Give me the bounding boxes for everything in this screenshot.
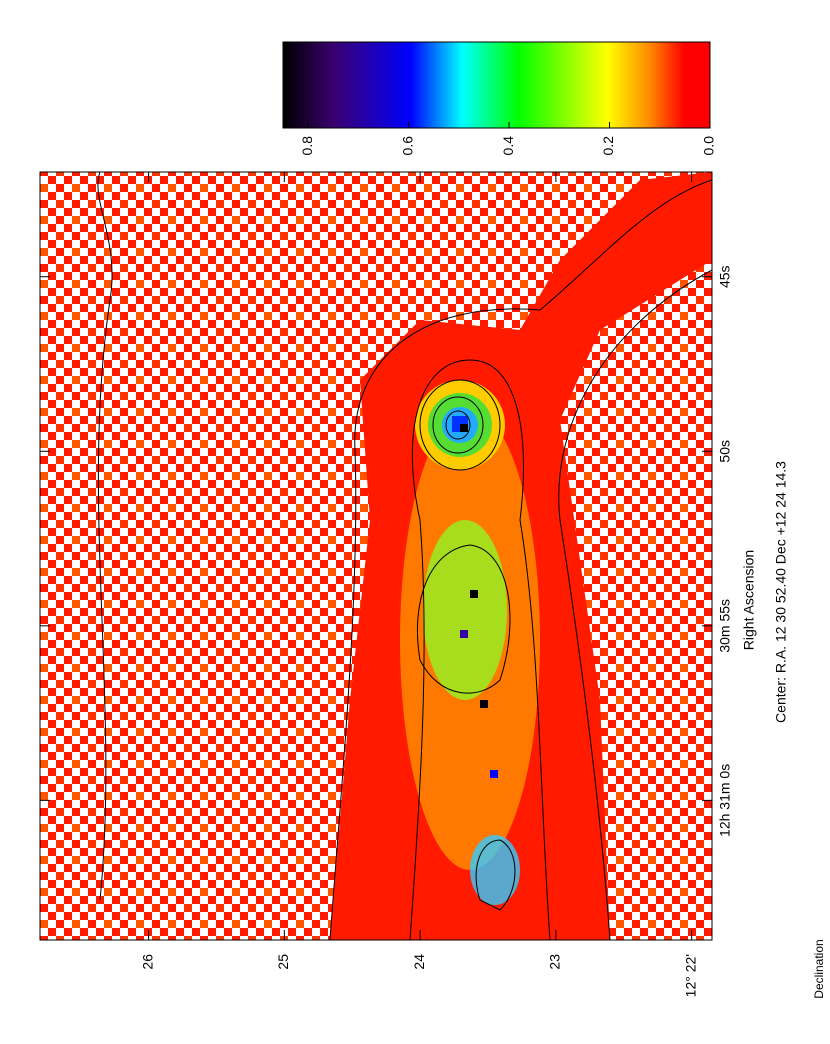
colorbar-tick-label: 0.2 — [600, 136, 616, 156]
y-tick-label: 12° 22' — [682, 954, 698, 997]
colorbar-tick-label: 0.0 — [701, 136, 717, 156]
colorbar-tick-label: 0.8 — [299, 136, 315, 156]
x-axis-title: Right Ascension — [741, 550, 757, 650]
rotated-axes: Right Ascension Center: R.A. 12 30 52.40… — [40, 41, 826, 999]
center-annotation: Center: R.A. 12 30 52.40 Dec +12 24 14.3 — [773, 461, 789, 723]
x-tick-label: 30m 55s — [717, 599, 733, 653]
x-tick-label: 50s — [717, 440, 733, 463]
y-tick-label: 24 — [411, 954, 427, 970]
y-tick-label: 23 — [547, 954, 563, 970]
y-tick-label: 26 — [139, 954, 155, 970]
colorbar-tick-label: 0.6 — [399, 136, 415, 156]
colorbar — [282, 41, 711, 129]
y-axis-title: Declination — [812, 939, 826, 998]
x-tick-label: 45s — [717, 265, 733, 288]
plot-frame — [39, 171, 713, 941]
colorbar-tick-label: 0.4 — [500, 136, 516, 156]
x-tick-label: 12h 31m 0s — [717, 764, 733, 837]
y-tick-label: 25 — [275, 954, 291, 970]
intensity-map — [40, 172, 712, 940]
